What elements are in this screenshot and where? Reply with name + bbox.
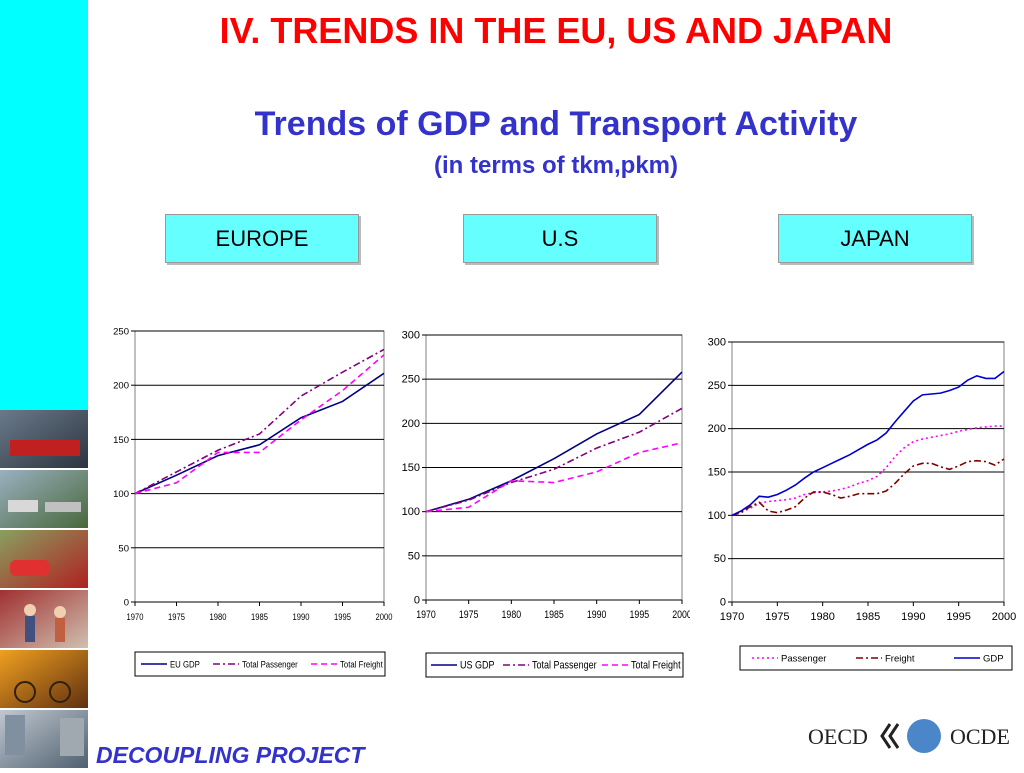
chart3-x-tick-label: 2000: [992, 611, 1016, 623]
chart2-y-tick-label: 300: [402, 330, 420, 342]
chart3-y-tick-label: 100: [708, 510, 726, 522]
region-label-us: U.S: [463, 214, 657, 263]
chart3-y-tick-label: 0: [720, 597, 726, 609]
footer-project-name: DECOUPLING PROJECT: [96, 742, 365, 768]
chart1-legend-label: EU GDP: [170, 659, 200, 670]
logo-circle-icon: [907, 719, 941, 753]
photo-cars-train: [0, 530, 88, 588]
chart3-series-passenger: [731, 425, 1004, 517]
chart-japan: 0 50 100 150 200 250 300 1970 1975 1980 1985 1990 19…: [708, 337, 1016, 671]
chart2-x-tick-label: 1980: [502, 609, 522, 621]
chart1-series-total-passenger: [134, 348, 385, 495]
chart1-y-tick-label: 250: [113, 327, 129, 338]
region-label-europe: EUROPE: [165, 214, 359, 263]
chart2-series-total-freight: [425, 441, 683, 513]
chart3-x-tick-label: 1985: [856, 611, 880, 623]
chart2-x-tick-label: 1985: [544, 609, 564, 621]
chart3-y-tick-label: 300: [708, 337, 726, 349]
chart2-x-tick-label: 1995: [630, 609, 650, 621]
chart3-x-tick-label: 1980: [810, 611, 834, 623]
chart3-x-tick-label: 1970: [720, 611, 744, 623]
chart3-legend-label: Freight: [885, 654, 915, 665]
chart2-x-tick-label: 1970: [416, 609, 436, 621]
chart2-x-tick-label: 2000: [672, 609, 690, 621]
chart2-x-tick-label: 1990: [587, 609, 607, 621]
chart1-series-eu-gdp: [134, 372, 385, 495]
chart3-y-tick-label: 250: [708, 380, 726, 392]
chart2-y-tick-label: 100: [402, 506, 420, 518]
chart1-x-tick-label: 1985: [251, 611, 268, 622]
chart2-y-tick-label: 250: [402, 374, 420, 386]
chart3-y-tick-label: 150: [708, 467, 726, 479]
chart3-series-gdp: [731, 370, 1005, 517]
subtitle: Trends of GDP and Transport Activity: [254, 105, 858, 143]
chart1-plot-area: [134, 330, 385, 603]
chart1-series-total-freight: [134, 354, 385, 495]
logo-text-left: OECD: [808, 724, 868, 749]
chart1-legend-label: Total Passenger: [242, 659, 298, 670]
chart-us: 0 50 100 150 200 250 300 1970 1975 1980 1985 1990 19…: [402, 330, 690, 678]
photo-pedestrians: [0, 590, 88, 648]
sidebar-bar: [0, 0, 88, 410]
chart2-y-tick-label: 200: [402, 418, 420, 430]
oecd-logo: OECD OCDE: [808, 719, 1010, 753]
photo-collage: [0, 410, 88, 768]
chart1-y-tick-label: 50: [118, 543, 129, 554]
subtitle-units: (in terms of tkm,pkm): [433, 152, 679, 179]
logo-text-right: OCDE: [950, 724, 1010, 749]
chart2-legend-label: Total Freight: [631, 660, 681, 672]
chart3-series-freight: [731, 458, 1005, 517]
chart1-y-tick-label: 150: [113, 435, 129, 446]
photo-train-station: [0, 410, 88, 468]
photo-strip: [0, 410, 88, 768]
chart2-y-tick-label: 0: [414, 595, 420, 607]
chart1-x-tick-label: 1995: [334, 611, 351, 622]
chart1-y-tick-label: 0: [124, 598, 129, 609]
chart3-x-tick-label: 1995: [946, 611, 970, 623]
chart1-x-tick-label: 2000: [376, 611, 393, 622]
chart2-series-total-passenger: [425, 407, 683, 513]
chart1-y-tick-label: 100: [113, 489, 129, 500]
chart3-x-tick-label: 1990: [901, 611, 925, 623]
chart-europe: 0 50 100 150 200 250 1970 1975 1980 1985 1990 1995 2…: [113, 327, 393, 677]
chart3-legend-label: GDP: [983, 654, 1004, 665]
region-label-japan: JAPAN: [778, 214, 972, 263]
photo-freight-yard: [0, 470, 88, 528]
chart1-legend-label: Total Freight: [340, 659, 383, 670]
chart2-y-tick-label: 50: [408, 550, 420, 562]
chart3-x-tick-label: 1975: [765, 611, 789, 623]
chart2-legend-label: US GDP: [460, 660, 495, 672]
chart2-x-tick-label: 1975: [459, 609, 479, 621]
chart3-y-tick-label: 50: [714, 553, 726, 565]
chart2-legend: [425, 652, 684, 678]
chart2-legend-label: Total Passenger: [532, 660, 597, 672]
chart1-x-tick-label: 1970: [127, 611, 144, 622]
chart3-legend-label: Passenger: [781, 654, 826, 665]
photo-cyclist: [0, 650, 88, 708]
chart1-y-tick-label: 200: [113, 381, 129, 392]
chart1-x-tick-label: 1990: [293, 611, 310, 622]
chart2-series-us-gdp: [425, 371, 683, 513]
chart3-y-tick-label: 200: [708, 423, 726, 435]
chart2-y-tick-label: 150: [402, 462, 420, 474]
chart1-x-tick-label: 1980: [210, 611, 227, 622]
chart1-legend: [134, 651, 386, 677]
chart1-x-tick-label: 1975: [168, 611, 185, 622]
main-title: IV. TRENDS IN THE EU, US AND JAPAN: [219, 10, 893, 51]
logo-chevron-icon: [880, 723, 892, 749]
